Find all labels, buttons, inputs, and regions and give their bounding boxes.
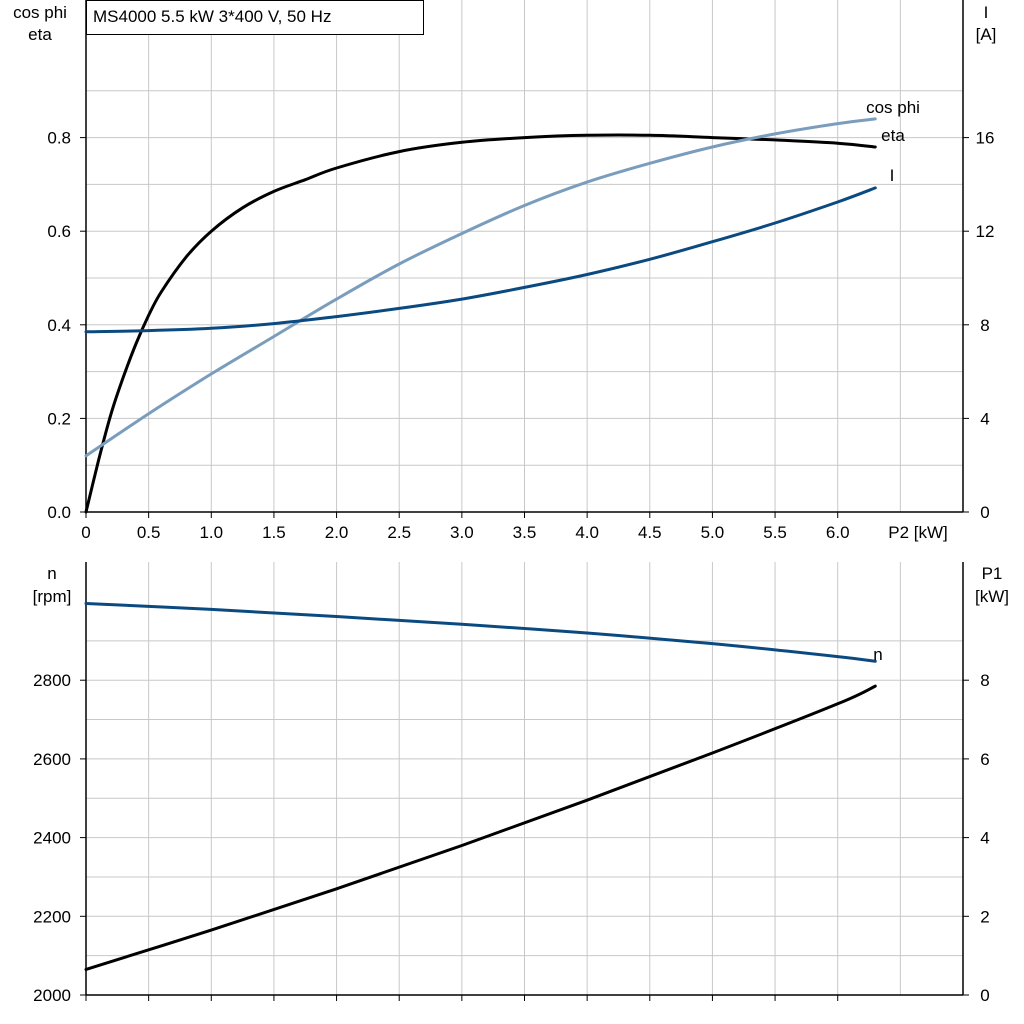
x-tick-label: 0.5 xyxy=(137,523,161,542)
right-tick-label: 8 xyxy=(980,671,989,690)
left-tick-label: 0.2 xyxy=(47,409,71,428)
left-tick-label: 2800 xyxy=(33,671,71,690)
left-tick-label: 0.0 xyxy=(47,503,71,522)
right-tick-label: 4 xyxy=(980,829,989,848)
series-label-speed: n xyxy=(873,645,882,664)
left-axis-title-speed: n xyxy=(47,564,56,583)
x-tick-label: 2.0 xyxy=(325,523,349,542)
chart-title-box xyxy=(86,0,424,35)
p1-curve xyxy=(84,684,877,971)
x-tick-label: 6.0 xyxy=(826,523,850,542)
right-axis-unit-p1: [kW] xyxy=(975,587,1009,606)
right-axis-title-current: I xyxy=(984,3,989,22)
x-tick-label: 1.0 xyxy=(199,523,223,542)
x-tick-label: 0 xyxy=(81,523,90,542)
x-tick-label: 4.0 xyxy=(575,523,599,542)
right-tick-label: 6 xyxy=(980,750,989,769)
left-tick-label: 2600 xyxy=(33,750,71,769)
eta-curve xyxy=(84,133,877,514)
left-tick-label: 0.4 xyxy=(47,316,71,335)
i-curve xyxy=(84,186,877,334)
x-tick-label: 3.5 xyxy=(513,523,537,542)
series-label-cosphi: cos phi xyxy=(866,98,920,117)
left-tick-label: 2400 xyxy=(33,829,71,848)
right-tick-label: 8 xyxy=(980,316,989,335)
right-tick-label: 0 xyxy=(980,503,989,522)
x-tick-label: 5.5 xyxy=(763,523,787,542)
x-axis-label: P2 [kW] xyxy=(888,523,948,542)
left-tick-label: 2000 xyxy=(33,986,71,1005)
x-tick-label: 4.5 xyxy=(638,523,662,542)
upper-chart-panel xyxy=(80,0,969,518)
left-axis-unit-speed: [rpm] xyxy=(33,587,72,606)
right-tick-label: 4 xyxy=(980,409,989,428)
chart-title: MS4000 5.5 kW 3*400 V, 50 Hz xyxy=(93,7,331,26)
x-tick-label: 5.0 xyxy=(701,523,725,542)
right-tick-label: 16 xyxy=(976,129,995,148)
left-tick-label: 2200 xyxy=(33,907,71,926)
lower-chart-panel xyxy=(80,562,969,1001)
left-axis-title-eta: eta xyxy=(28,25,52,44)
right-tick-label: 0 xyxy=(980,986,989,1005)
right-axis-title-p1: P1 xyxy=(982,564,1003,583)
series-label-eta: eta xyxy=(881,126,905,145)
x-tick-label: 2.5 xyxy=(387,523,411,542)
cos-phi-curve xyxy=(84,117,877,458)
x-tick-label: 3.0 xyxy=(450,523,474,542)
right-tick-label: 2 xyxy=(980,907,989,926)
left-tick-label: 0.6 xyxy=(47,222,71,241)
x-tick-label: 1.5 xyxy=(262,523,286,542)
left-axis-title-cosphi: cos phi xyxy=(13,3,67,22)
left-tick-label: 0.8 xyxy=(47,129,71,148)
right-axis-unit-current: [A] xyxy=(976,25,997,44)
right-tick-label: 12 xyxy=(976,222,995,241)
n-curve xyxy=(84,602,877,663)
series-label-current: I xyxy=(890,166,895,185)
